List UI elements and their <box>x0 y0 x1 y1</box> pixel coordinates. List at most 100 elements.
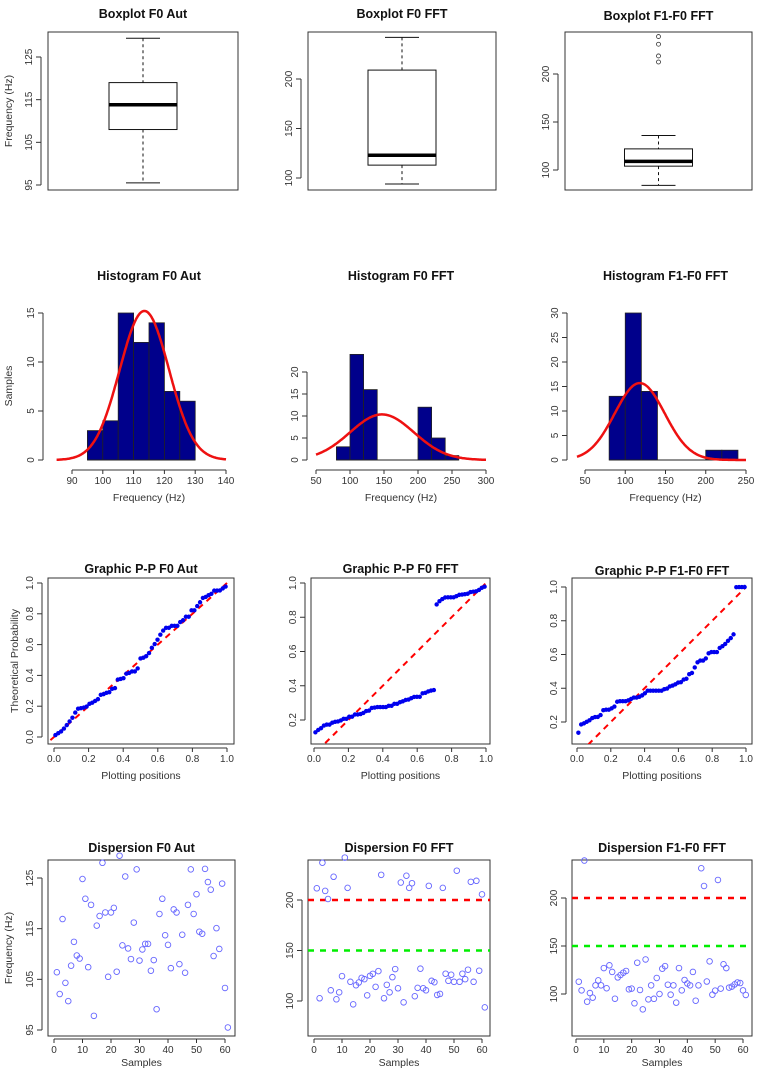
x-tick-label: 1.0 <box>479 754 493 765</box>
x-tick-label: 30 <box>392 1045 404 1056</box>
dispersion-point <box>330 873 337 881</box>
pp-point <box>417 694 422 700</box>
plot-frame <box>47 859 236 1037</box>
x-axis-label: Plotting positions <box>361 770 440 782</box>
x-tick-label: 20 <box>105 1045 117 1056</box>
dispersion-point <box>184 901 192 909</box>
x-tick-label: 40 <box>420 1045 432 1056</box>
y-tick-label: 0.4 <box>25 668 36 682</box>
dispersion-point <box>161 932 169 939</box>
dispersion-point <box>313 885 321 892</box>
dispersion-point <box>675 964 683 972</box>
x-tick-label: 0.6 <box>671 754 685 765</box>
x-tick-label: 250 <box>738 476 755 487</box>
dispersion-point <box>316 995 323 1002</box>
y-tick-label: 95 <box>25 1024 36 1036</box>
chart-panel-2: Boxplot F0 FFT 100 150 200 <box>284 7 497 191</box>
y-tick-label: 200 <box>284 70 295 87</box>
y-tick-label: 0.4 <box>549 681 560 695</box>
plot-frame <box>47 577 235 745</box>
dispersion-point <box>689 968 697 976</box>
x-tick-label: 10 <box>336 1045 348 1056</box>
chart-title: Histogram F0 FFT <box>348 269 455 283</box>
pp-point <box>67 719 72 724</box>
histogram-bar <box>608 395 626 461</box>
dispersion-point <box>104 973 112 981</box>
pp-point <box>135 666 140 671</box>
pp-point <box>678 679 684 685</box>
outlier-point <box>656 53 661 59</box>
plot-frame <box>571 577 753 745</box>
pp-point <box>175 623 180 629</box>
dispersion-point <box>224 1024 232 1031</box>
dispersion-point <box>583 998 591 1005</box>
dispersion-point <box>141 940 149 948</box>
y-tick-label: 0.6 <box>25 637 36 651</box>
dispersion-point <box>459 970 466 977</box>
dispersion-point <box>692 997 699 1004</box>
y-tick-label: 1.0 <box>25 576 36 590</box>
chart-title: Graphic P-P F0 FFT <box>343 562 459 576</box>
dispersion-point <box>70 938 78 946</box>
pp-point <box>431 687 437 693</box>
x-tick-label: 150 <box>376 476 393 487</box>
dispersion-point <box>414 984 421 992</box>
x-tick-label: 200 <box>697 476 714 487</box>
dispersion-point <box>464 966 472 973</box>
histogram-bar <box>640 390 658 461</box>
chart-title: Dispersion F0 FFT <box>344 841 453 855</box>
x-tick-label: 50 <box>191 1045 203 1056</box>
y-tick-label: 25 <box>550 332 561 344</box>
dispersion-point <box>725 984 733 991</box>
dispersion-point <box>76 955 83 962</box>
iqr-box <box>367 69 437 166</box>
x-tick-label: 30 <box>654 1045 666 1056</box>
dispersion-point <box>341 854 349 861</box>
pp-point <box>684 676 689 681</box>
y-tick-label: 15 <box>290 388 301 400</box>
dispersion-point <box>327 987 335 994</box>
y-tick-label: 5 <box>550 432 561 438</box>
x-tick-label: 50 <box>448 1045 460 1056</box>
dispersion-point <box>714 876 722 884</box>
chart-panel-10: Dispersion F0 Aut 95 105 115 125 0 10 20 30 40 50 6… <box>3 841 236 1068</box>
pp-point <box>434 602 439 607</box>
x-tick-label: 0.0 <box>570 754 584 765</box>
dispersion-point <box>56 990 63 998</box>
chart-panel-1: Boxplot F0 Aut 95 105 115 125 Frequency (Hz) <box>3 7 239 191</box>
iqr-box <box>624 148 693 167</box>
pp-point <box>195 603 200 609</box>
dispersion-point <box>661 962 669 970</box>
x-tick-label: 0 <box>311 1045 317 1056</box>
dispersion-point <box>121 873 129 880</box>
dispersion-point <box>62 979 69 987</box>
x-tick-label: 130 <box>187 476 204 487</box>
dispersion-point <box>344 884 351 892</box>
x-tick-label: 0.8 <box>705 754 719 765</box>
dispersion-point <box>79 875 86 883</box>
dispersion-point <box>335 989 343 996</box>
dispersion-point <box>720 960 727 968</box>
x-tick-label: 150 <box>657 476 674 487</box>
y-tick-label: 0.2 <box>25 699 36 713</box>
dispersion-point <box>478 891 486 898</box>
x-tick-label: 0.0 <box>307 754 321 765</box>
x-tick-label: 250 <box>444 476 461 487</box>
dispersion-point <box>597 982 605 989</box>
pp-point <box>728 635 733 641</box>
x-tick-label: 140 <box>218 476 235 487</box>
chart-panel-6: Histogram F1-F0 FFT 0 5 10 15 20 25 30 50 100 150 2… <box>550 269 755 504</box>
y-tick-label: 100 <box>541 161 552 178</box>
y-tick-label: 0.4 <box>288 678 299 692</box>
dispersion-point <box>664 981 672 988</box>
pp-point <box>318 726 324 731</box>
chart-title: Dispersion F0 Aut <box>88 841 195 855</box>
x-tick-label: 60 <box>737 1045 749 1056</box>
pp-point <box>149 645 155 650</box>
dispersion-point <box>372 983 379 991</box>
dispersion-point <box>53 968 61 976</box>
dispersion-point <box>363 992 371 999</box>
dispersion-point <box>397 879 405 886</box>
dispersion-point <box>600 964 608 972</box>
